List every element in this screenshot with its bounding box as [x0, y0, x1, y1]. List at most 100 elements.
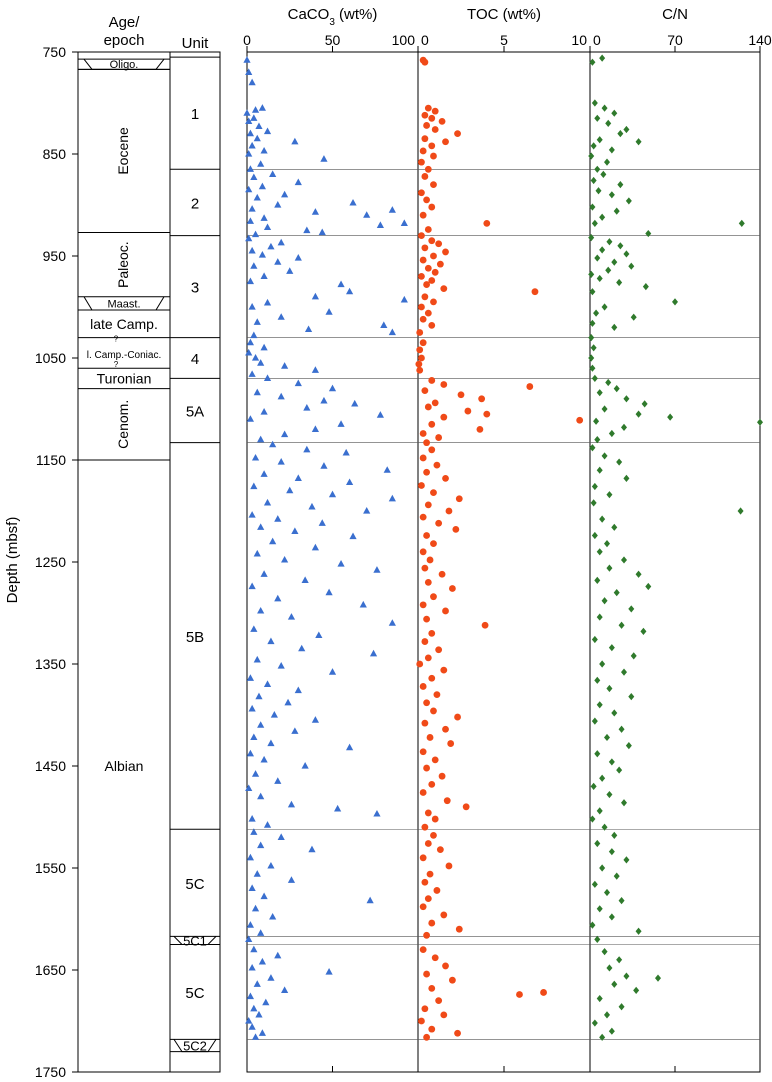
data-point [442, 138, 449, 146]
data-point [418, 158, 425, 166]
x-tick-label: 100 [392, 32, 416, 48]
data-point [245, 234, 253, 242]
data-point [428, 420, 436, 428]
data-point [447, 740, 455, 747]
data-point [428, 142, 436, 150]
unit-notch [173, 1039, 217, 1053]
data-point [294, 254, 302, 261]
data-point [601, 303, 608, 311]
data-point [281, 555, 289, 563]
data-point [418, 189, 425, 197]
unit-label: 1 [191, 106, 199, 123]
data-point [253, 318, 261, 325]
data-point [621, 668, 627, 676]
data-point [633, 986, 640, 994]
data-point [258, 104, 266, 111]
data-point [599, 864, 606, 872]
data-point [383, 466, 391, 473]
data-point [421, 719, 429, 727]
data-point [611, 258, 618, 266]
data-point [337, 560, 345, 567]
data-point [613, 872, 620, 880]
data-point [421, 564, 429, 572]
data-point [617, 242, 624, 250]
y-tick-label: 750 [43, 44, 67, 60]
data-point [274, 515, 282, 522]
data-point [540, 989, 547, 996]
data-point [601, 405, 608, 413]
data-point [424, 501, 432, 509]
data-point [737, 507, 744, 515]
data-point [281, 362, 289, 369]
data-point [608, 848, 615, 856]
panel: TOC (wt%) 0 5 10 [415, 6, 591, 1072]
data-point [608, 758, 615, 766]
data-point [589, 58, 596, 66]
panel: C/N 0 70 140 [588, 6, 772, 1072]
data-point [421, 111, 429, 119]
data-point [342, 448, 350, 456]
data-point [388, 328, 396, 336]
data-point [591, 219, 598, 227]
unit-label: 5A [186, 404, 204, 421]
data-point [601, 597, 608, 605]
data-point [599, 774, 606, 782]
x-tick-label: 70 [667, 32, 683, 48]
data-point [613, 589, 620, 597]
data-point [303, 403, 311, 411]
data-point [431, 107, 439, 115]
data-point [601, 104, 608, 112]
data-point [359, 600, 367, 608]
data-point [442, 962, 449, 970]
data-point [421, 58, 429, 66]
data-point [318, 519, 326, 526]
data-point [594, 935, 601, 943]
data-point [416, 329, 424, 336]
data-point [245, 348, 253, 356]
data-point [325, 968, 333, 975]
data-point [253, 980, 261, 987]
data-point [248, 303, 256, 310]
data-point [419, 339, 427, 347]
data-point [443, 797, 451, 805]
unit-label: 5B [186, 629, 204, 646]
data-point [318, 228, 326, 236]
data-point [424, 840, 432, 847]
data-point [421, 823, 429, 831]
data-point [284, 698, 292, 706]
data-point [606, 238, 613, 246]
data-point [311, 208, 319, 215]
data-point [621, 423, 627, 431]
data-point [373, 566, 381, 573]
data-point [606, 964, 613, 972]
data-point [363, 211, 371, 218]
unit-notch [173, 935, 217, 945]
data-point [260, 146, 268, 154]
data-point [421, 878, 429, 886]
data-point [430, 252, 437, 260]
x-tick-label: 50 [325, 32, 341, 48]
data-point [623, 474, 630, 482]
data-point [291, 527, 299, 534]
data-point [630, 313, 637, 321]
data-point [248, 205, 256, 212]
data-point [274, 777, 282, 784]
data-point [250, 945, 258, 953]
data-point [757, 418, 763, 426]
data-point [630, 652, 637, 660]
data-point [257, 841, 265, 849]
data-point [440, 413, 448, 421]
data-point [424, 895, 432, 902]
data-point [303, 445, 311, 453]
y-axis-label: Depth (mbsf) [4, 517, 21, 604]
data-point [253, 193, 261, 201]
data-point [611, 980, 618, 988]
y-tick-label: 1050 [35, 350, 66, 366]
data-point [596, 807, 603, 815]
data-point [257, 606, 265, 614]
data-point [483, 219, 491, 227]
data-point [248, 511, 256, 518]
data-point [419, 454, 427, 462]
data-point [325, 588, 333, 596]
data-point [250, 114, 258, 121]
